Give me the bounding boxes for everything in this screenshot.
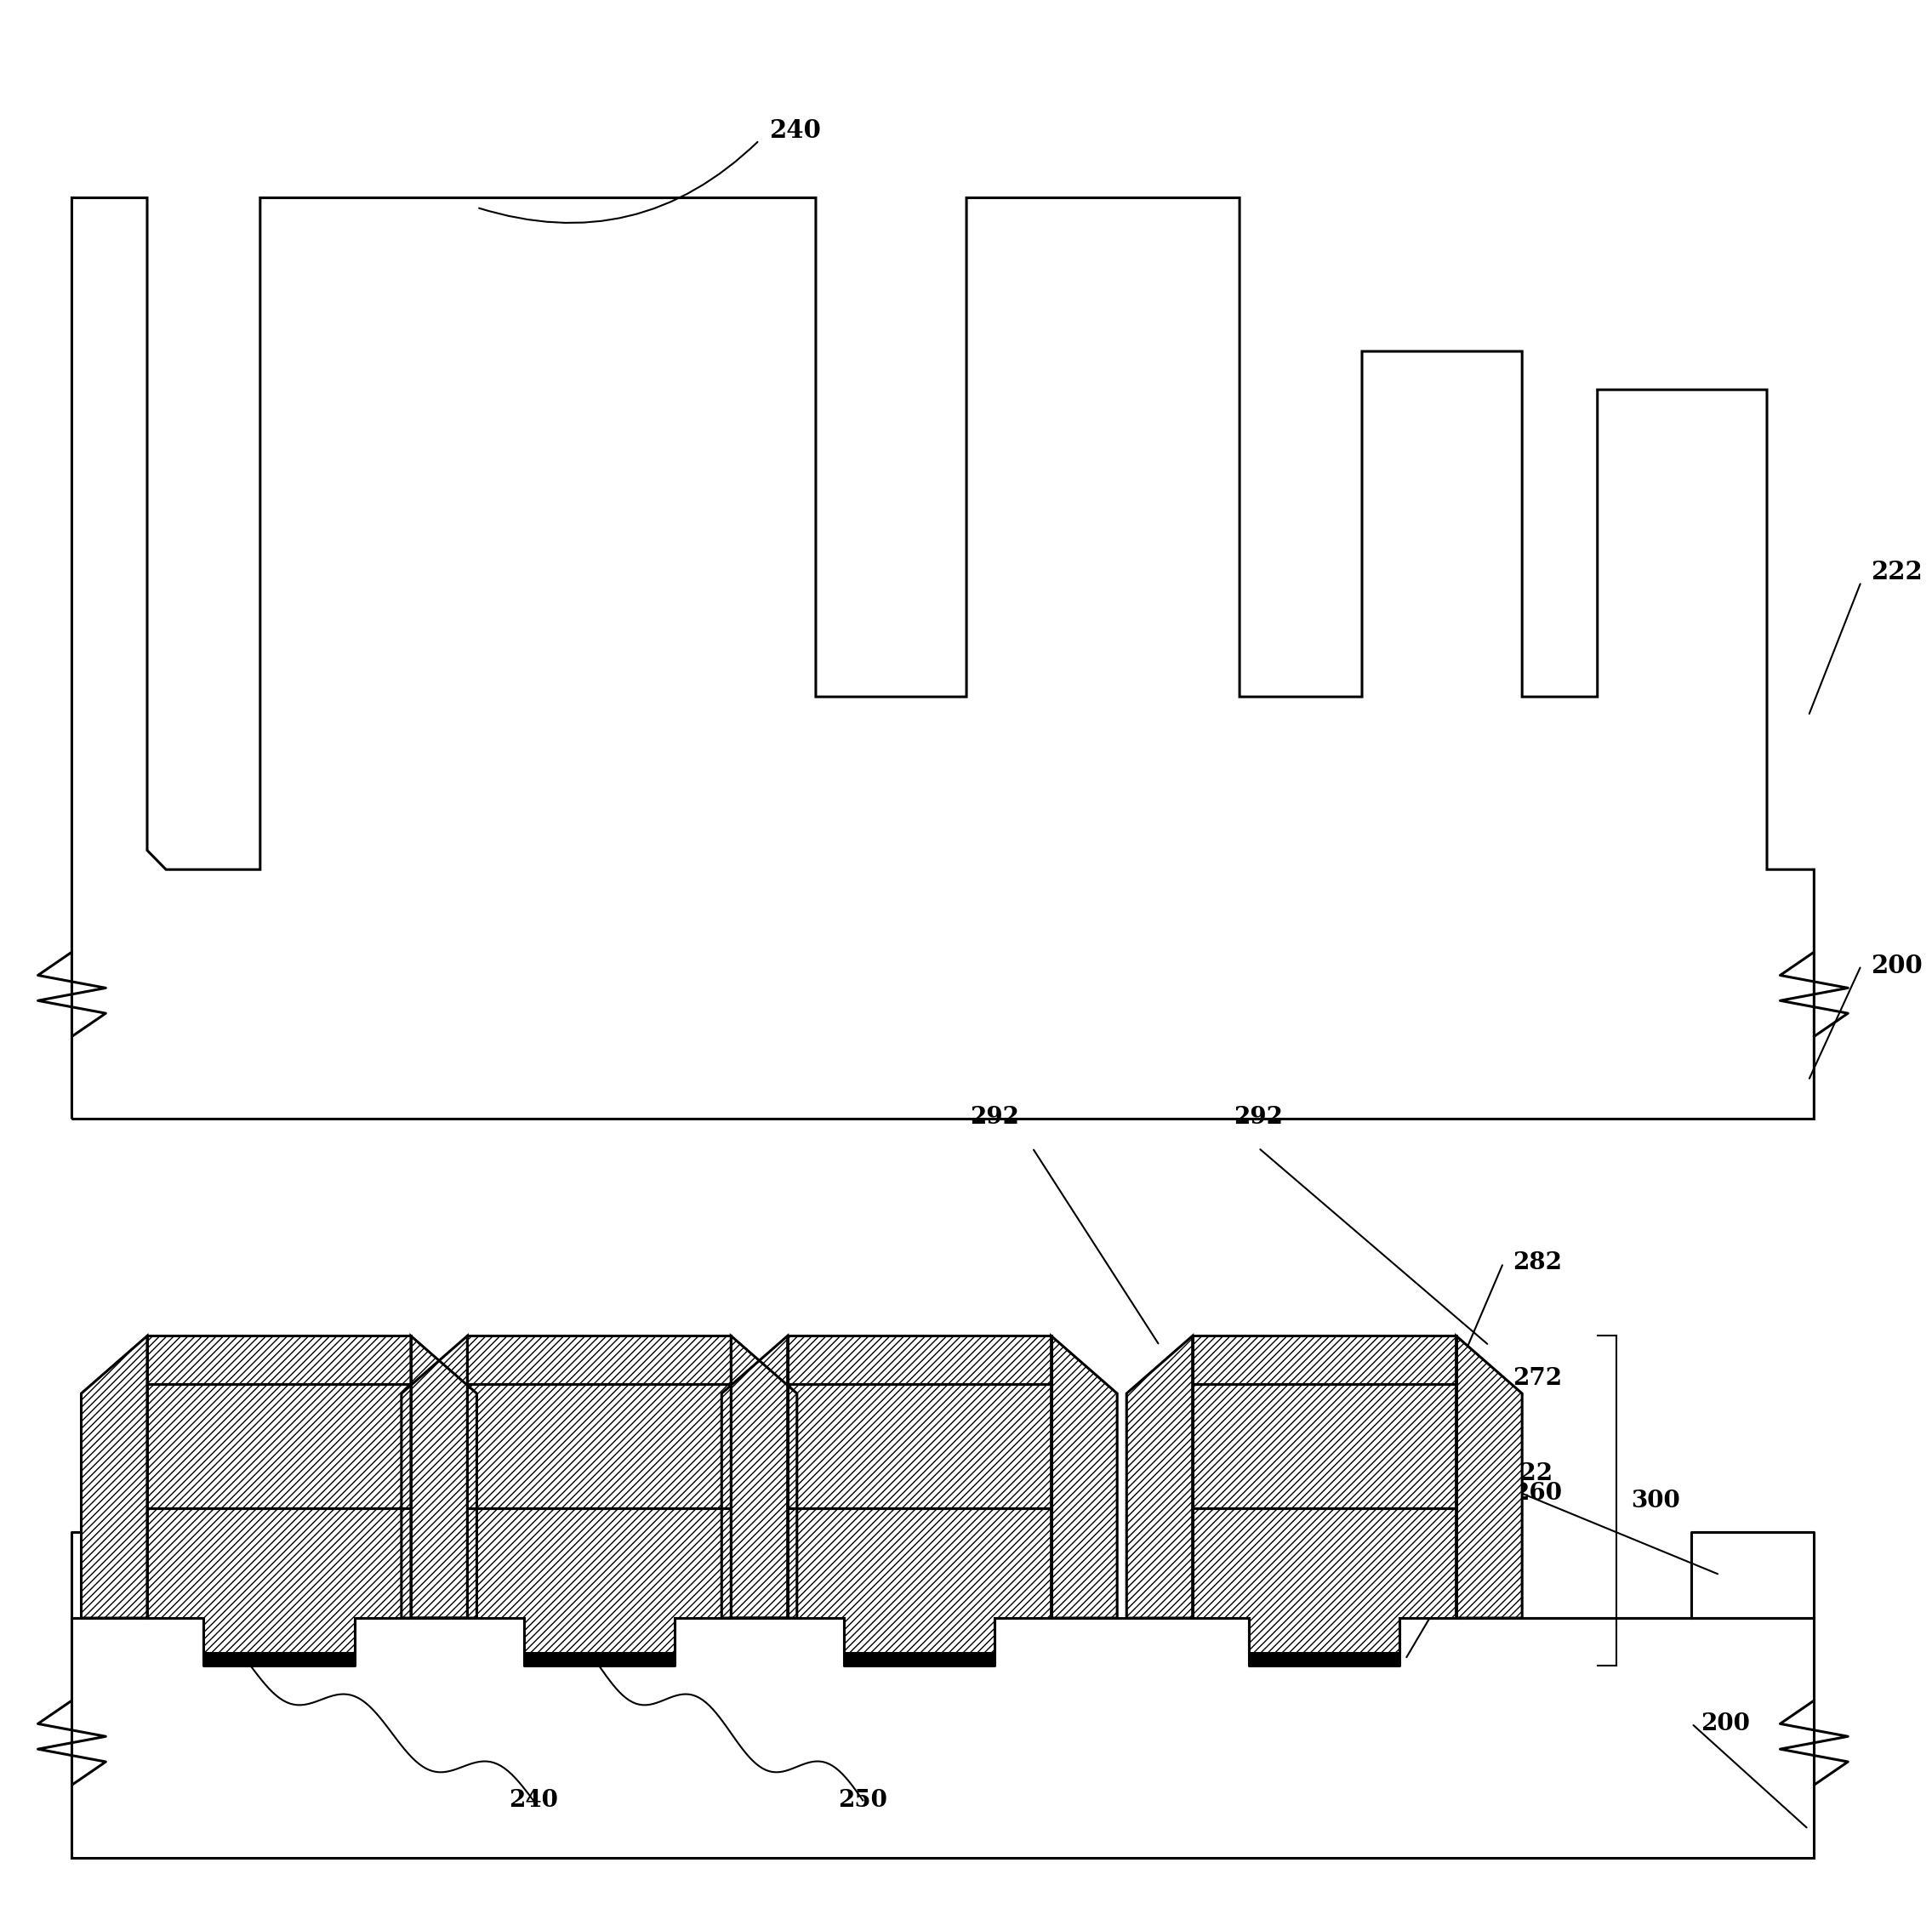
Text: 292: 292 <box>970 1106 1020 1128</box>
Text: 222: 222 <box>1870 560 1922 585</box>
Text: 240: 240 <box>769 118 821 143</box>
Polygon shape <box>402 1336 468 1618</box>
Text: 240: 240 <box>508 1788 558 1811</box>
Polygon shape <box>147 1508 412 1653</box>
Polygon shape <box>1051 1336 1117 1618</box>
Text: 200: 200 <box>1870 954 1922 977</box>
Polygon shape <box>203 1653 354 1666</box>
Text: 222: 222 <box>1503 1462 1553 1485</box>
Polygon shape <box>1192 1385 1457 1508</box>
Polygon shape <box>1126 1336 1192 1618</box>
Polygon shape <box>147 1336 412 1385</box>
Polygon shape <box>730 1336 798 1618</box>
Polygon shape <box>1692 1531 1814 1618</box>
Polygon shape <box>147 1385 412 1508</box>
Polygon shape <box>468 1385 730 1508</box>
Polygon shape <box>81 1336 147 1618</box>
Text: 282: 282 <box>1513 1251 1563 1274</box>
Polygon shape <box>1248 1653 1399 1666</box>
Polygon shape <box>723 1336 788 1618</box>
Polygon shape <box>1457 1336 1522 1618</box>
Polygon shape <box>468 1508 730 1653</box>
Text: 200: 200 <box>1700 1713 1750 1736</box>
Polygon shape <box>1192 1336 1457 1385</box>
Polygon shape <box>788 1385 1051 1508</box>
Text: 300: 300 <box>1631 1489 1681 1512</box>
Polygon shape <box>412 1336 477 1618</box>
Polygon shape <box>788 1336 1051 1385</box>
Polygon shape <box>844 1653 995 1666</box>
Polygon shape <box>1192 1508 1457 1653</box>
Polygon shape <box>71 1531 147 1618</box>
Text: 260: 260 <box>1513 1481 1563 1504</box>
Text: 222: 222 <box>99 1462 147 1485</box>
Polygon shape <box>71 1618 1814 1858</box>
Text: 272: 272 <box>1513 1367 1563 1390</box>
Text: 292: 292 <box>1235 1106 1283 1128</box>
Text: 250: 250 <box>838 1788 887 1811</box>
Polygon shape <box>524 1653 674 1666</box>
Polygon shape <box>468 1336 730 1385</box>
Polygon shape <box>788 1508 1051 1653</box>
